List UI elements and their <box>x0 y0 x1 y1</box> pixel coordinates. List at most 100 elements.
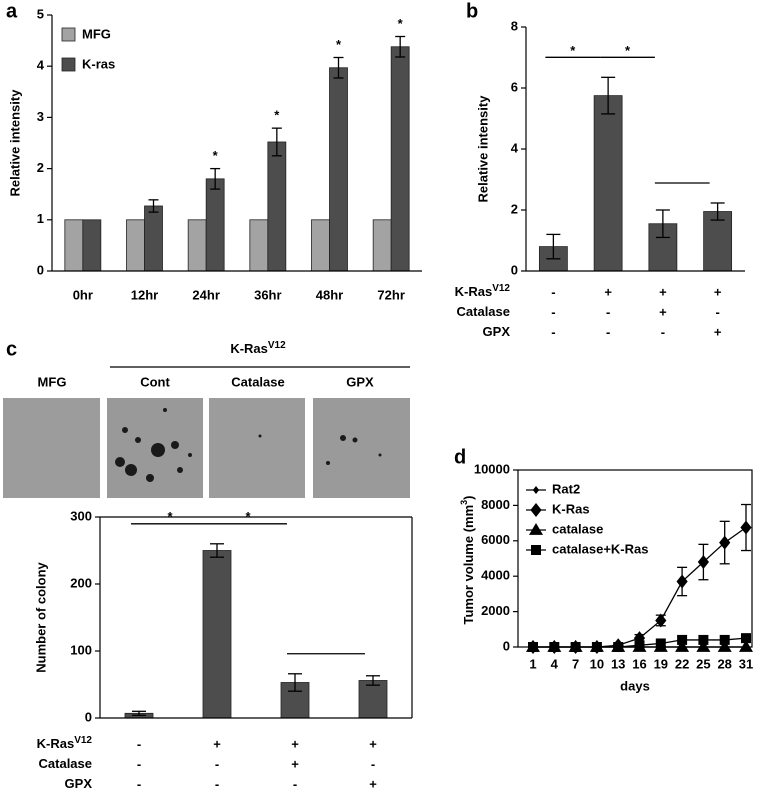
marker <box>676 574 688 589</box>
significance-label: * <box>274 108 280 123</box>
condition-mark: - <box>661 324 665 339</box>
significance-label: * <box>167 509 173 524</box>
y-tick-label: 1 <box>37 211 44 226</box>
marker <box>675 640 690 652</box>
image-label: Catalase <box>231 374 284 389</box>
photo <box>3 398 100 498</box>
x-tick-label: 19 <box>654 656 668 671</box>
label: GPX <box>483 324 511 339</box>
condition-mark: + <box>714 284 722 299</box>
x-tick-label: 10 <box>590 656 604 671</box>
label: GPX <box>65 776 93 791</box>
y-tick-label: 0 <box>85 709 92 724</box>
bar <box>311 219 330 272</box>
condition-mark: + <box>369 776 377 791</box>
legend-label: catalase+K-Ras <box>552 541 648 556</box>
x-tick-label: 36hr <box>254 287 281 302</box>
bar <box>205 178 225 272</box>
superscript: V12 <box>268 340 286 351</box>
y-tick-label: 8 <box>511 18 518 33</box>
bar <box>703 211 733 272</box>
y-tick-label: 100 <box>70 642 92 657</box>
error-bar <box>288 673 302 692</box>
superscript: V12 <box>74 735 92 746</box>
condition-mark: + <box>659 284 667 299</box>
condition-mark: + <box>291 736 299 751</box>
x-tick-label: 1 <box>529 656 536 671</box>
y-tick-label: 6 <box>511 79 518 94</box>
image-label: MFG <box>38 374 67 389</box>
condition-mark: - <box>215 776 219 791</box>
label: ) <box>461 495 476 499</box>
y-axis-title: Relative intensity <box>475 95 490 203</box>
y-tick-label: 0 <box>511 262 518 277</box>
marker <box>739 640 753 652</box>
error-bar <box>333 56 344 79</box>
marker <box>655 638 666 649</box>
y-tick-label: 10000 <box>474 461 510 476</box>
y-tick-label: 5 <box>37 6 44 21</box>
legend-marker <box>532 486 540 494</box>
bar <box>64 219 84 272</box>
y-tick-label: 300 <box>70 508 92 523</box>
marker <box>634 640 645 651</box>
condition-mark: + <box>659 304 667 319</box>
label: K-Ras <box>37 736 75 751</box>
bar <box>144 205 163 272</box>
image-label: GPX <box>346 374 374 389</box>
legend-marker <box>531 545 541 555</box>
error-bar <box>601 76 616 115</box>
panel-letter: c <box>6 338 17 360</box>
significance-label: * <box>336 37 342 52</box>
legend-marker <box>529 523 543 535</box>
bar <box>187 219 207 272</box>
significance-label: * <box>625 43 631 58</box>
error-bar <box>366 675 380 686</box>
error-bar <box>546 233 561 260</box>
image-group-label: K-RasV12 <box>230 340 286 357</box>
marker <box>570 642 581 652</box>
y-tick-label: 200 <box>70 575 92 590</box>
marker <box>696 640 711 652</box>
condition-label: K-RasV12 <box>37 735 93 752</box>
x-tick-label: 22 <box>675 656 689 671</box>
marker <box>613 642 624 652</box>
legend-swatch <box>61 57 76 72</box>
condition-mark: - <box>293 776 297 791</box>
x-tick-label: 72hr <box>377 287 404 302</box>
legend-label: K-ras <box>82 56 115 71</box>
y-axis-title: Number of colony <box>33 561 48 672</box>
significance-label: * <box>570 43 576 58</box>
error-bar <box>710 202 725 221</box>
x-tick-label: 16 <box>632 656 646 671</box>
condition-mark: - <box>606 304 610 319</box>
y-tick-label: 4000 <box>481 568 510 583</box>
legend-label: K-Ras <box>552 501 590 516</box>
y-tick-label: 4 <box>511 140 519 155</box>
condition-mark: + <box>604 284 612 299</box>
superscript: V12 <box>492 283 510 294</box>
legend-marker <box>530 503 542 517</box>
x-tick-label: 24hr <box>192 287 219 302</box>
bar <box>329 67 348 272</box>
condition-mark: - <box>715 304 719 319</box>
label: K-Ras <box>455 284 493 299</box>
x-tick-label: 31 <box>739 656 753 671</box>
plot-frame <box>517 469 753 648</box>
y-tick-label: 2 <box>37 160 44 175</box>
marker <box>717 640 732 652</box>
condition-mark: - <box>215 756 219 771</box>
marker <box>697 555 709 570</box>
bar <box>202 550 232 719</box>
condition-label: Catalase <box>39 756 92 771</box>
panel-letter: b <box>466 0 478 22</box>
marker <box>655 613 667 628</box>
x-tick-label: 7 <box>572 656 579 671</box>
significance-label: * <box>213 148 219 163</box>
error-bar <box>395 35 406 58</box>
x-tick-label: 13 <box>611 656 625 671</box>
bar <box>249 219 269 272</box>
colonies <box>115 408 382 482</box>
photo <box>313 398 410 498</box>
bar <box>390 46 410 272</box>
